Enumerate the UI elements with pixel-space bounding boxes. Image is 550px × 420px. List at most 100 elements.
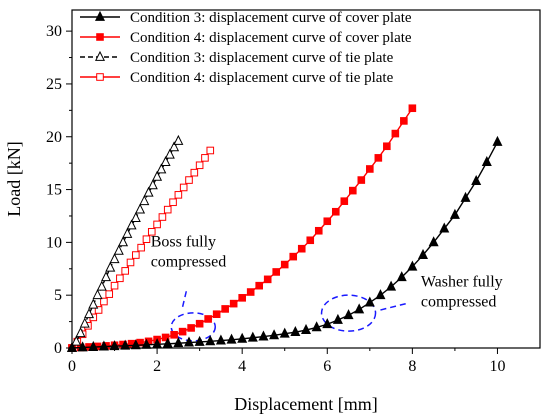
annotation-text: Boss fully xyxy=(151,234,216,251)
data-point xyxy=(374,154,383,162)
data-point xyxy=(331,207,340,216)
data-point xyxy=(226,333,237,344)
data-point xyxy=(314,226,323,235)
data-point xyxy=(492,135,503,146)
data-point xyxy=(147,179,158,190)
data-point xyxy=(137,243,145,252)
x-tick-label: 10 xyxy=(489,358,505,375)
data-point xyxy=(340,197,349,205)
data-point xyxy=(238,294,246,302)
data-point xyxy=(221,305,229,313)
x-tick-label: 2 xyxy=(153,358,161,375)
series-line xyxy=(71,140,179,349)
data-point xyxy=(190,168,199,177)
data-point xyxy=(118,236,129,247)
data-point xyxy=(132,251,140,259)
data-point xyxy=(204,315,212,323)
data-point xyxy=(122,227,133,238)
data-point xyxy=(130,211,141,222)
legend-label: Condition 4: displacement curve of cover… xyxy=(130,30,412,46)
data-point xyxy=(349,186,357,195)
data-point xyxy=(391,129,400,138)
y-tick-label: 0 xyxy=(54,340,62,357)
legend-label: Condition 3: displacement curve of tie p… xyxy=(130,50,394,66)
data-point xyxy=(364,296,375,307)
data-point xyxy=(130,339,141,350)
x-tick-label: 4 xyxy=(238,358,246,375)
data-point xyxy=(215,334,226,345)
data-point xyxy=(139,195,150,206)
data-point xyxy=(92,289,103,300)
data-point xyxy=(375,289,386,300)
data-point xyxy=(158,213,167,221)
data-point xyxy=(173,337,184,348)
legend-marker xyxy=(94,50,106,61)
series-1 xyxy=(66,135,503,352)
x-tick-label: 6 xyxy=(323,358,331,375)
data-point xyxy=(75,327,86,338)
data-point xyxy=(169,198,177,207)
data-point xyxy=(386,280,397,291)
annotation-text: Washer fully xyxy=(421,274,503,291)
data-point xyxy=(153,220,161,229)
y-axis-title: Load [kN] xyxy=(4,141,24,216)
series-2 xyxy=(68,104,417,352)
data-point xyxy=(246,288,255,296)
data-point xyxy=(290,326,301,337)
data-point xyxy=(147,228,156,236)
data-point xyxy=(120,339,131,350)
boss-ellipse xyxy=(170,312,217,342)
x-axis-title: Displacement [mm] xyxy=(234,394,377,414)
data-point xyxy=(100,297,108,306)
data-point xyxy=(135,203,146,214)
legend-item: Condition 4: displacement curve of cover… xyxy=(80,30,412,46)
data-point xyxy=(110,281,119,290)
data-point xyxy=(160,155,171,166)
data-point xyxy=(156,163,167,174)
data-point xyxy=(343,309,354,320)
data-point xyxy=(164,148,175,159)
data-point xyxy=(354,303,365,314)
x-tick-label: 0 xyxy=(68,358,76,375)
data-point xyxy=(212,310,221,318)
data-point xyxy=(383,142,391,151)
annotation-shapes xyxy=(170,288,407,342)
data-point xyxy=(94,306,103,314)
data-point xyxy=(116,274,124,283)
data-point xyxy=(163,205,172,214)
data-point xyxy=(229,299,238,308)
data-point xyxy=(195,319,204,328)
data-point xyxy=(272,268,281,276)
data-point xyxy=(332,313,343,324)
annotation-text: compressed xyxy=(421,294,497,311)
data-point xyxy=(417,248,429,259)
legend-label: Condition 3: displacement curve of cover… xyxy=(130,10,412,26)
data-point xyxy=(311,321,322,332)
data-point xyxy=(449,208,460,219)
data-point xyxy=(161,333,170,342)
washer-ellipse xyxy=(320,294,377,332)
axes-layer: 0 2 4 6 8 10 0 5 10 15 20 25 30 xyxy=(46,23,505,375)
data-point xyxy=(142,235,151,244)
data-point xyxy=(187,324,195,332)
data-point xyxy=(279,327,290,338)
data-point xyxy=(255,281,263,290)
data-point xyxy=(306,236,315,245)
annotation-text: compressed xyxy=(151,254,227,271)
data-point xyxy=(258,330,269,341)
data-point xyxy=(263,275,272,284)
data-point xyxy=(205,335,216,346)
data-point xyxy=(366,165,374,173)
y-tick-label: 15 xyxy=(46,182,62,199)
data-point xyxy=(481,155,492,166)
legend-marker xyxy=(94,10,106,21)
data-point xyxy=(185,176,193,184)
y-tick-label: 5 xyxy=(54,287,62,304)
legend-label: Condition 4: displacement curve of tie p… xyxy=(130,70,394,86)
y-tick-label: 10 xyxy=(46,234,62,251)
data-point xyxy=(201,154,209,162)
data-point xyxy=(79,317,90,328)
data-point xyxy=(237,332,248,343)
data-point xyxy=(96,280,107,291)
